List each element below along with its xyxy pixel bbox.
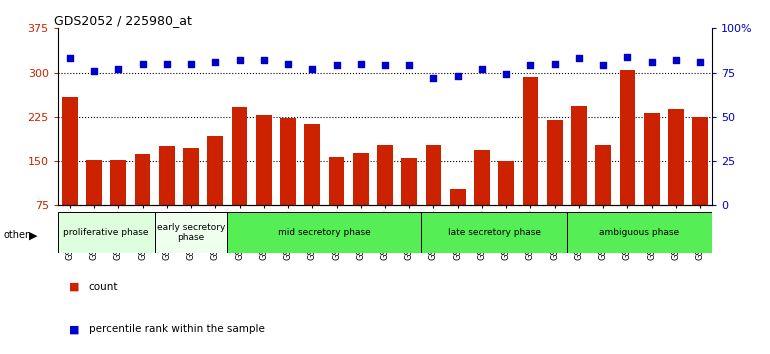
Bar: [256, 115, 272, 205]
Point: [573, 56, 585, 61]
Point: [670, 57, 682, 63]
Text: late secretory phase: late secretory phase: [447, 228, 541, 237]
Point: [88, 68, 100, 74]
Text: ■: ■: [69, 324, 80, 334]
Point: [136, 61, 149, 67]
Point: [403, 63, 415, 68]
Bar: [159, 146, 175, 205]
Text: ▶: ▶: [29, 230, 38, 240]
Bar: [523, 77, 538, 205]
Bar: [207, 136, 223, 205]
Bar: [155, 212, 227, 253]
Point: [621, 54, 634, 59]
Point: [185, 61, 197, 67]
Bar: [86, 160, 102, 205]
Point: [645, 59, 658, 65]
Bar: [571, 106, 587, 205]
Point: [64, 56, 76, 61]
Point: [161, 61, 173, 67]
Bar: [377, 145, 393, 205]
Text: other: other: [4, 230, 30, 240]
Bar: [620, 70, 635, 205]
Bar: [304, 125, 320, 205]
Point: [282, 61, 294, 67]
Text: percentile rank within the sample: percentile rank within the sample: [89, 324, 264, 334]
Bar: [58, 212, 155, 253]
Text: ambiguous phase: ambiguous phase: [600, 228, 680, 237]
Point: [524, 63, 537, 68]
Bar: [595, 145, 611, 205]
Bar: [668, 109, 684, 205]
Text: count: count: [89, 282, 118, 292]
Bar: [498, 161, 514, 205]
Point: [233, 57, 246, 63]
Point: [500, 72, 512, 77]
Text: proliferative phase: proliferative phase: [63, 228, 149, 237]
Point: [112, 66, 125, 72]
Bar: [474, 150, 490, 205]
Bar: [62, 97, 78, 205]
Point: [427, 75, 440, 81]
Point: [476, 66, 488, 72]
Bar: [421, 212, 567, 253]
Text: GDS2052 / 225980_at: GDS2052 / 225980_at: [55, 14, 192, 27]
Point: [548, 61, 561, 67]
Point: [694, 59, 706, 65]
Point: [597, 63, 609, 68]
Bar: [135, 154, 150, 205]
Bar: [450, 189, 466, 205]
Bar: [644, 113, 660, 205]
Bar: [401, 158, 417, 205]
Bar: [426, 145, 441, 205]
Point: [379, 63, 391, 68]
Bar: [110, 160, 126, 205]
Text: ■: ■: [69, 282, 80, 292]
Bar: [280, 118, 296, 205]
Point: [330, 63, 343, 68]
Text: mid secretory phase: mid secretory phase: [278, 228, 371, 237]
Bar: [232, 107, 247, 205]
Point: [209, 59, 222, 65]
Bar: [567, 212, 712, 253]
Point: [451, 73, 464, 79]
Text: early secretory
phase: early secretory phase: [157, 223, 226, 242]
Bar: [183, 148, 199, 205]
Point: [355, 61, 367, 67]
Bar: [692, 117, 708, 205]
Bar: [547, 120, 563, 205]
Bar: [227, 212, 421, 253]
Bar: [329, 157, 344, 205]
Bar: [353, 153, 369, 205]
Point: [258, 57, 270, 63]
Point: [306, 66, 319, 72]
